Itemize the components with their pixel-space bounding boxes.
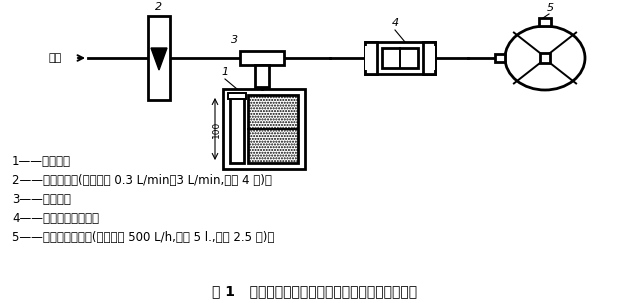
- Bar: [382, 48, 418, 68]
- Text: 气源: 气源: [49, 53, 62, 63]
- Bar: [365, 46, 375, 70]
- Polygon shape: [151, 48, 167, 70]
- Text: 1——水柱瓶；: 1——水柱瓶；: [12, 155, 71, 168]
- Ellipse shape: [505, 26, 585, 90]
- Text: 100: 100: [212, 120, 221, 138]
- Bar: [365, 42, 377, 74]
- Bar: [495, 54, 505, 62]
- Text: 4——呼气阀或吸气阀；: 4——呼气阀或吸气阀；: [12, 212, 99, 225]
- Bar: [423, 42, 435, 74]
- Bar: [255, 65, 269, 87]
- Bar: [365, 42, 435, 74]
- Bar: [228, 93, 246, 99]
- Text: 1: 1: [221, 67, 228, 77]
- Bar: [425, 46, 435, 70]
- Text: 4: 4: [391, 18, 399, 28]
- Bar: [539, 18, 551, 26]
- Text: 3——三通管；: 3——三通管；: [12, 193, 71, 206]
- Text: 5: 5: [546, 3, 553, 13]
- Bar: [148, 16, 170, 100]
- Bar: [540, 53, 550, 63]
- Bar: [223, 89, 305, 169]
- Text: 图 1   呼气阀和吸气阀的逆向漏气量测定装置示意图: 图 1 呼气阀和吸气阀的逆向漏气量测定装置示意图: [213, 284, 418, 298]
- Text: 5——湿式气体流量计(额定流量 500 L/h,容量 5 l.,精度 2.5 级)。: 5——湿式气体流量计(额定流量 500 L/h,容量 5 l.,精度 2.5 级…: [12, 231, 274, 244]
- Text: 2——转子流量计(测量范围 0.3 L/min～3 L/min,精度 4 级)；: 2——转子流量计(测量范围 0.3 L/min～3 L/min,精度 4 级)；: [12, 174, 272, 187]
- Bar: [230, 95, 244, 163]
- Bar: [248, 95, 298, 163]
- Text: 2: 2: [155, 2, 163, 12]
- Bar: [240, 51, 284, 65]
- Text: 3: 3: [231, 35, 238, 45]
